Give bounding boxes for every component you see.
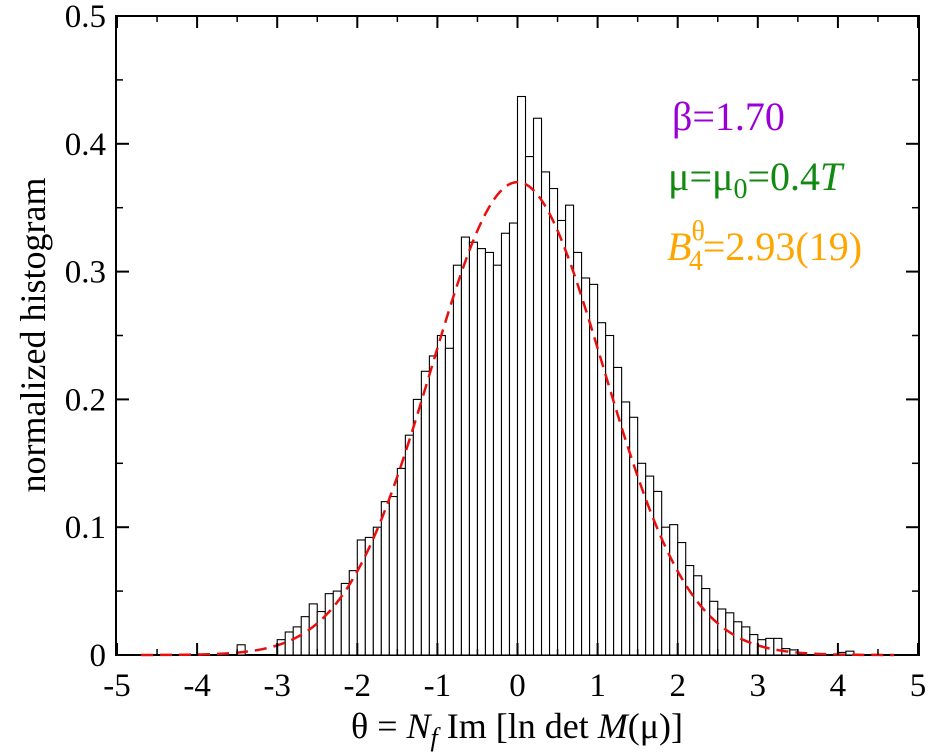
histogram-bar xyxy=(693,575,703,656)
y-tick-label: 0.1 xyxy=(65,510,106,546)
histogram-bar xyxy=(548,187,559,656)
histogram-bar xyxy=(380,501,390,656)
histogram-bar xyxy=(284,631,294,656)
x-axis-title: θ = Nf Im [ln det M(μ)] xyxy=(351,706,683,752)
histogram-bar xyxy=(476,248,487,656)
histogram-bar xyxy=(524,156,535,656)
x-tick-label: 0 xyxy=(509,668,526,704)
x-tick-label: -2 xyxy=(344,668,372,704)
histogram-bar xyxy=(621,401,631,656)
histogram-bar xyxy=(436,334,446,656)
histogram-bar xyxy=(677,541,687,656)
histogram-bar xyxy=(412,398,422,656)
histogram-bar xyxy=(324,593,334,656)
x-tick-label: 5 xyxy=(910,668,927,704)
histogram-bar xyxy=(701,587,711,656)
histogram-bar xyxy=(444,347,454,656)
histogram-bar xyxy=(428,355,438,656)
histogram-bar xyxy=(556,219,567,656)
histogram-bar xyxy=(292,626,302,656)
x-tick-label: -5 xyxy=(103,668,131,704)
histogram-bar xyxy=(388,495,398,656)
x-tick-label: -4 xyxy=(183,668,211,704)
histogram-bar xyxy=(420,370,430,656)
y-tick-label: 0 xyxy=(90,638,107,674)
histogram-bar xyxy=(653,490,663,656)
x-tick-label: 2 xyxy=(669,668,686,704)
histogram-bars xyxy=(236,95,855,656)
histogram-bar xyxy=(372,526,382,656)
histogram-bar xyxy=(749,633,759,656)
histogram-bar xyxy=(845,650,855,656)
y-axis-title: normalized histogram xyxy=(13,178,53,493)
x-tick-label: -3 xyxy=(263,668,291,704)
x-tick-label: 1 xyxy=(589,668,606,704)
histogram-bar xyxy=(500,232,511,656)
histogram-bar xyxy=(300,616,310,656)
histogram-bar xyxy=(484,251,495,656)
histogram-bar xyxy=(452,264,462,656)
gaussian-fit-curve xyxy=(141,180,894,657)
histogram-bar xyxy=(669,524,679,656)
histogram-bar xyxy=(508,222,519,656)
histogram-bar xyxy=(597,322,607,656)
histogram-bar xyxy=(404,434,414,656)
histogram-bar xyxy=(468,241,479,656)
histogram-bar xyxy=(340,582,350,656)
histogram-bar xyxy=(581,277,591,656)
histogram-bar xyxy=(717,608,727,656)
x-tick-labels: -5 -4 -3 -2 -1 0 1 2 3 4 5 xyxy=(103,668,926,704)
histogram-bar xyxy=(709,600,719,656)
histogram-bar xyxy=(396,467,406,656)
histogram-bar xyxy=(773,637,783,656)
y-tick-label: 0.2 xyxy=(65,382,106,418)
x-tick-label: 3 xyxy=(750,668,767,704)
annotation-binder: Bθ 4=2.93(19) xyxy=(667,216,862,277)
y-tick-label: 0.5 xyxy=(65,0,106,35)
x-tick-label: -1 xyxy=(424,668,452,704)
histogram-bar xyxy=(540,171,551,656)
axis-ticks xyxy=(116,15,919,656)
histogram-bar xyxy=(356,539,366,656)
histogram-bar xyxy=(605,334,615,656)
histogram-bar xyxy=(661,526,671,656)
histogram-bar xyxy=(492,264,503,656)
y-tick-label: 0.3 xyxy=(65,255,106,291)
y-tick-labels: 0 0.1 0.2 0.3 0.4 0.5 xyxy=(65,0,106,674)
annotation-mu: μ=μ0=0.4T xyxy=(668,154,845,205)
y-tick-label: 0.4 xyxy=(65,127,106,163)
histogram-bar xyxy=(685,564,695,656)
histogram-bar xyxy=(460,236,470,656)
x-tick-label: 4 xyxy=(830,668,847,704)
histogram-bar xyxy=(516,95,527,656)
annotation-beta: β=1.70 xyxy=(672,94,785,139)
histogram-bar xyxy=(573,251,583,656)
